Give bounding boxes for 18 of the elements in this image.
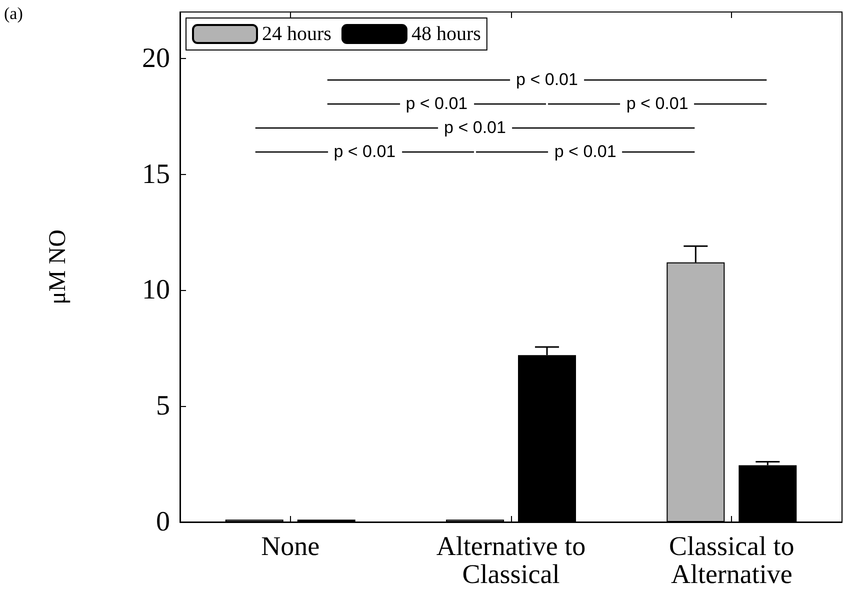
y-tick-label: 10: [142, 274, 170, 306]
x-tick-label: Classical to Alternative: [669, 531, 794, 589]
x-tick-label: Alternative to Classical: [436, 531, 586, 589]
annotation: p < 0.01: [328, 142, 402, 161]
annotation: p < 0.01: [548, 142, 622, 161]
legend-label: 24 hours: [262, 23, 332, 45]
y-tick-label: 15: [142, 158, 170, 190]
y-tick-label: 0: [156, 506, 170, 538]
annotation: p < 0.01: [620, 94, 694, 113]
annotation: p < 0.01: [438, 118, 512, 137]
x-tick-label: None: [261, 531, 320, 561]
annotation: p < 0.01: [510, 70, 584, 89]
y-tick-label: 5: [156, 390, 170, 422]
y-axis-title: μM NO: [45, 230, 71, 304]
y-tick-label: 20: [142, 42, 170, 74]
text: (a): [4, 4, 23, 24]
legend-label: 48 hours: [411, 23, 482, 45]
annotation: p < 0.01: [400, 94, 474, 113]
